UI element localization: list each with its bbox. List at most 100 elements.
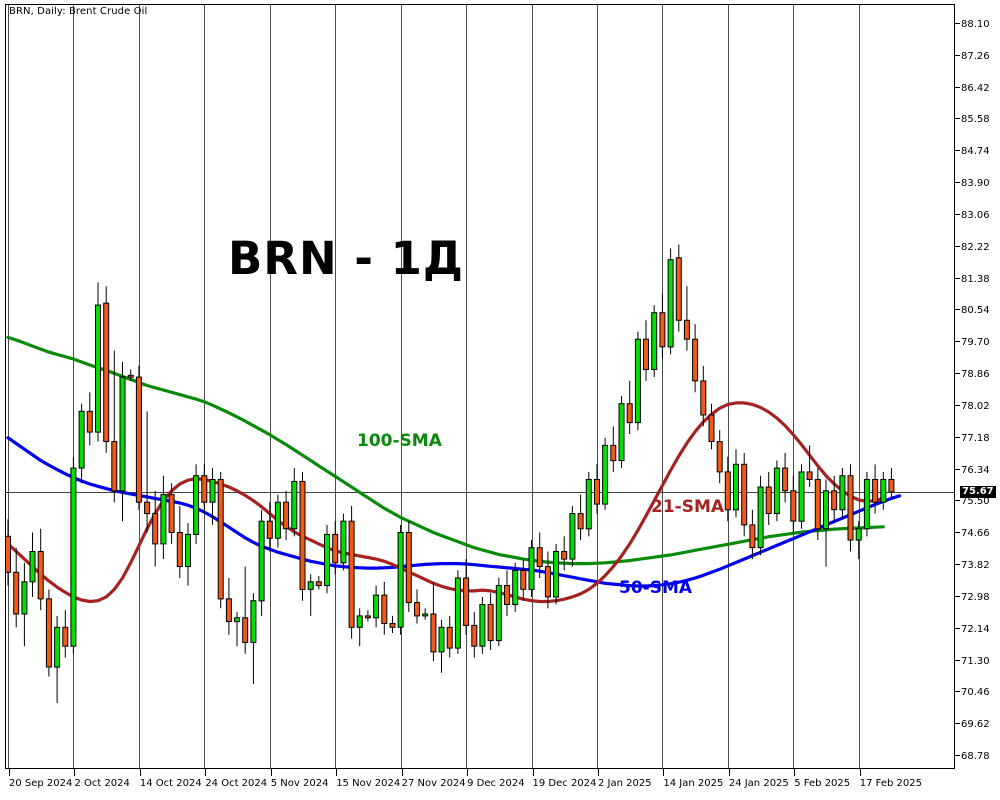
watermark-title: BRN - 1Д	[228, 232, 465, 285]
plot-area[interactable]	[6, 5, 955, 769]
candle-body	[111, 441, 118, 492]
price-tick: 80.54	[955, 306, 990, 316]
candle-body	[553, 551, 560, 598]
candle-body	[135, 376, 142, 503]
candle-body	[659, 312, 666, 348]
candle-body	[242, 617, 249, 643]
candle-body	[185, 533, 191, 568]
candle-body	[332, 533, 339, 564]
date-tick: 14 Oct 2024	[139, 769, 202, 789]
candle-body	[283, 501, 290, 530]
price-scale[interactable]: 88.10 87.26 86.42 85.58 84.74 83.90 83.06 82.22…	[955, 4, 1000, 769]
price-tick: 78.86	[955, 370, 990, 380]
candle-body	[814, 479, 821, 530]
candle-body	[643, 338, 649, 371]
sma100-legend-label: 100-SMA	[357, 431, 442, 451]
candle-body	[454, 577, 461, 649]
candle-body	[675, 257, 682, 321]
candle-body	[839, 475, 846, 511]
candle-body	[250, 600, 257, 643]
candle-body	[95, 304, 101, 433]
candlestick-canvas	[6, 5, 955, 769]
candle-body	[348, 520, 355, 628]
candle-body	[356, 615, 363, 628]
price-tick: 72.14	[955, 624, 990, 635]
date-tick: 5 Nov 2024	[270, 769, 328, 789]
candle-body	[29, 551, 36, 583]
candle-body	[716, 441, 723, 473]
candle-body	[446, 626, 453, 649]
candle-body	[54, 626, 61, 668]
price-tick: 85.58	[955, 115, 990, 125]
candle-body	[667, 259, 674, 348]
candle-body	[594, 479, 600, 505]
candle-body	[634, 338, 641, 424]
candle-body	[201, 475, 208, 503]
candle-body	[291, 480, 298, 530]
date-tick: 24 Oct 2024	[205, 769, 267, 789]
date-tick: 15 Nov 2024	[336, 769, 400, 789]
candle-body	[160, 494, 167, 545]
candle-body	[806, 471, 813, 480]
price-tick: 71.30	[955, 656, 990, 667]
candle-body	[618, 403, 625, 462]
date-scale[interactable]: 20 Sep 2024 2 Oct 2024 14 Oct 2024 24 Oct 2…	[0, 769, 1000, 800]
price-tick: 76.34	[955, 465, 990, 476]
price-tick: 83.90	[955, 179, 990, 189]
sma21-legend-label: 21-SMA	[651, 497, 725, 517]
candle-body	[700, 380, 707, 416]
date-tick: 14 Jan 2025	[663, 769, 723, 789]
candle-body	[414, 602, 420, 617]
candle-body	[863, 479, 870, 530]
candle-body	[176, 532, 183, 568]
candle-body	[299, 480, 306, 590]
candle-body	[37, 551, 44, 600]
candle-body	[397, 532, 404, 628]
price-tick: 86.42	[955, 83, 990, 94]
candle-body	[823, 490, 829, 530]
price-tick: 81.38	[955, 274, 990, 285]
date-tick: 9 Dec 2024	[467, 769, 525, 789]
price-tick: 70.46	[955, 688, 990, 698]
candle-body	[274, 501, 281, 539]
candle-body	[749, 524, 756, 549]
candle-body	[217, 479, 224, 600]
candle-body	[152, 513, 159, 545]
candle-body	[13, 571, 20, 615]
price-tick: 69.62	[955, 720, 990, 730]
candle-body	[422, 613, 429, 617]
candle-body	[438, 626, 445, 653]
price-tick: 82.22	[955, 242, 990, 253]
candle-body	[495, 585, 502, 642]
candle-body	[692, 338, 699, 382]
candle-body	[103, 302, 110, 443]
candle-body	[847, 475, 854, 541]
price-tick: 84.74	[955, 147, 990, 157]
price-tick: 73.82	[955, 561, 990, 571]
candle-body	[528, 547, 535, 590]
candle-body	[119, 376, 126, 492]
candle-body	[798, 471, 805, 522]
price-tick: 72.98	[955, 592, 990, 603]
date-tick: 19 Dec 2024	[532, 769, 596, 789]
candle-body	[512, 569, 519, 606]
date-tick: 2 Jan 2025	[597, 769, 652, 789]
candle-body	[373, 594, 380, 619]
candle-body	[381, 594, 388, 624]
price-tick: 68.78	[955, 752, 990, 762]
price-tick: 78.02	[955, 401, 990, 412]
current-price-badge: 75.67	[960, 485, 996, 498]
candle-body	[479, 604, 486, 647]
candle-body	[168, 494, 175, 534]
candle-body	[831, 490, 838, 511]
candle-body	[78, 410, 85, 469]
date-tick: 5 Feb 2025	[794, 769, 850, 789]
candle-body	[127, 374, 134, 378]
sma-line-100-sma	[6, 335, 885, 566]
candle-body	[487, 604, 494, 641]
candle-body	[364, 615, 371, 619]
price-tick: 88.10	[955, 19, 990, 30]
date-tick: 24 Jan 2025	[728, 769, 789, 789]
candle-body	[6, 535, 11, 573]
candle-body	[683, 319, 690, 340]
